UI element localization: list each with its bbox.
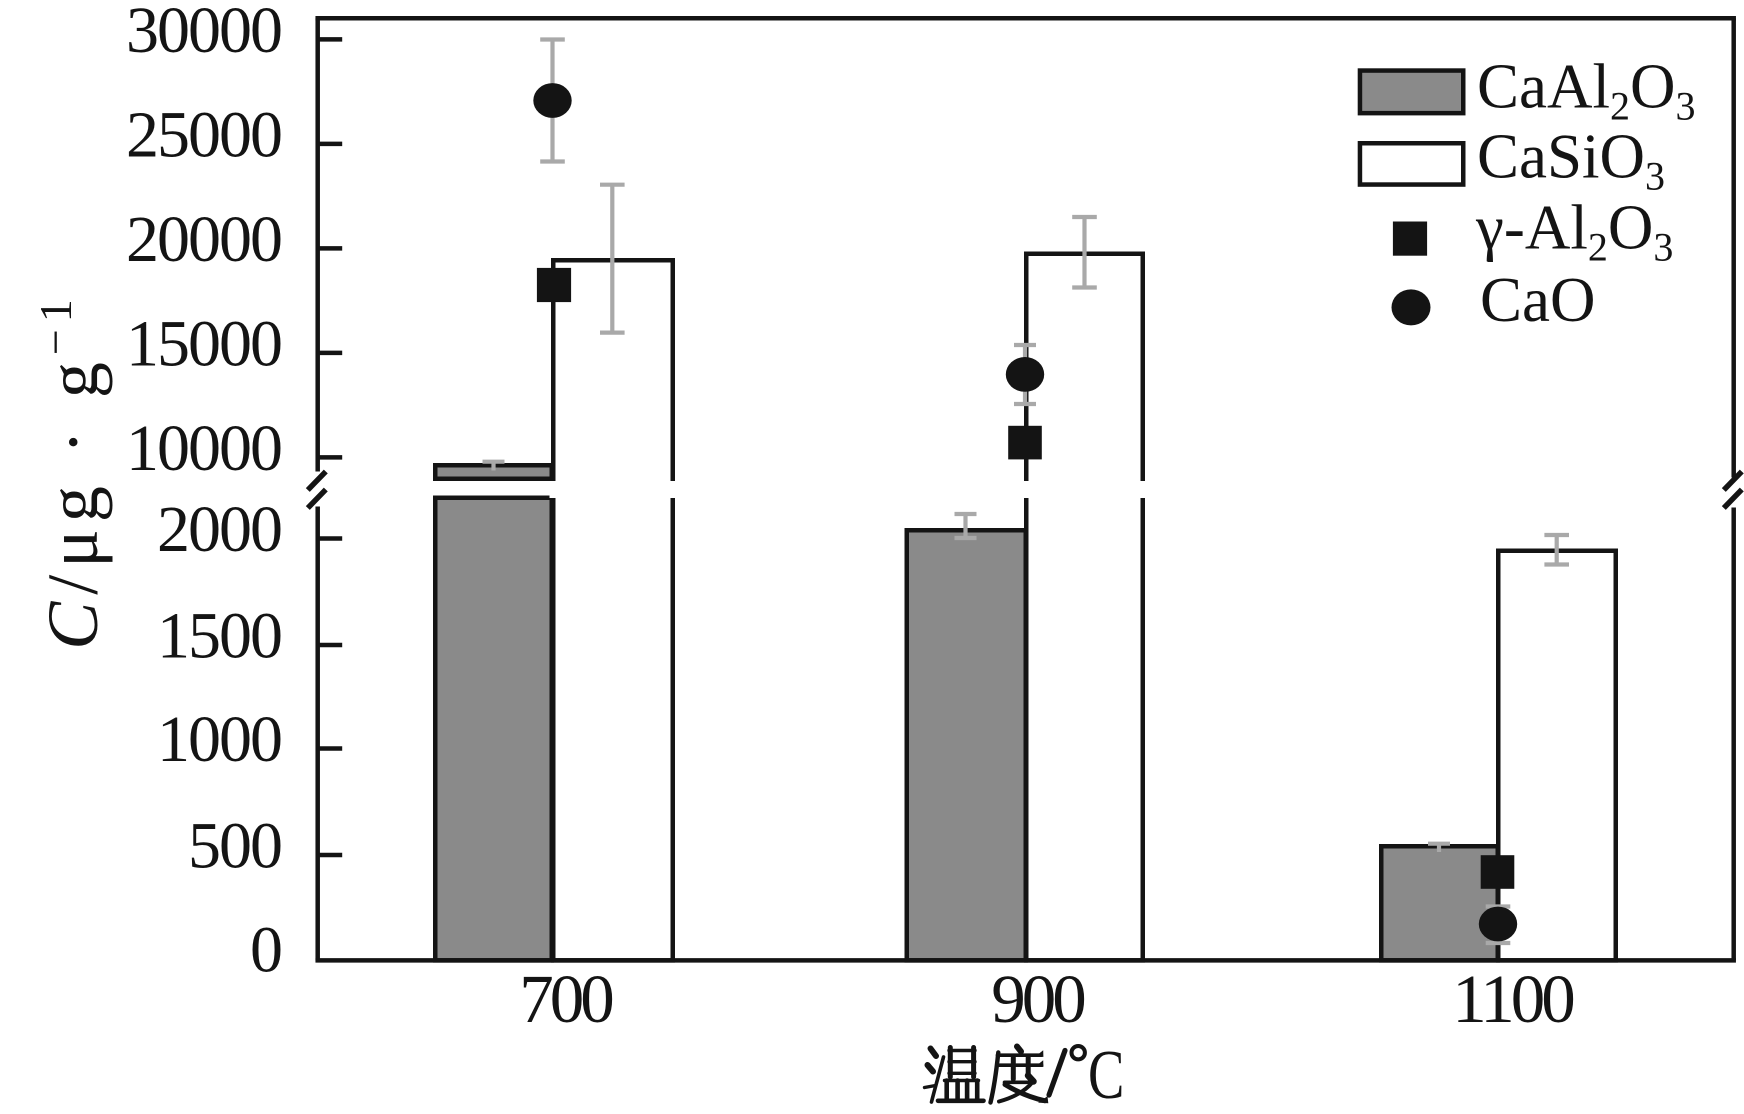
svg-text:2000: 2000: [157, 493, 281, 566]
svg-text:CaSiO3: CaSiO3: [1477, 121, 1665, 198]
svg-text:700: 700: [519, 961, 612, 1037]
svg-text:1000: 1000: [157, 703, 281, 776]
svg-text:1500: 1500: [157, 600, 281, 673]
svg-text:15000: 15000: [126, 307, 281, 380]
svg-text:1100: 1100: [1452, 961, 1573, 1037]
svg-text:C: C: [1088, 1036, 1124, 1114]
svg-text:CaO: CaO: [1480, 265, 1595, 335]
svg-text:10000: 10000: [126, 412, 281, 485]
svg-text:500: 500: [188, 810, 281, 883]
svg-text:900: 900: [991, 961, 1084, 1037]
svg-text:0: 0: [250, 914, 281, 987]
svg-text:CaAl2O3: CaAl2O3: [1477, 52, 1695, 129]
svg-text:C/μg · g−1: C/μg · g−1: [30, 292, 113, 650]
svg-text:20000: 20000: [126, 203, 281, 276]
svg-text:30000: 30000: [126, 0, 281, 67]
svg-text:25000: 25000: [126, 98, 281, 171]
svg-text:γ-Al2O3: γ-Al2O3: [1475, 193, 1673, 270]
